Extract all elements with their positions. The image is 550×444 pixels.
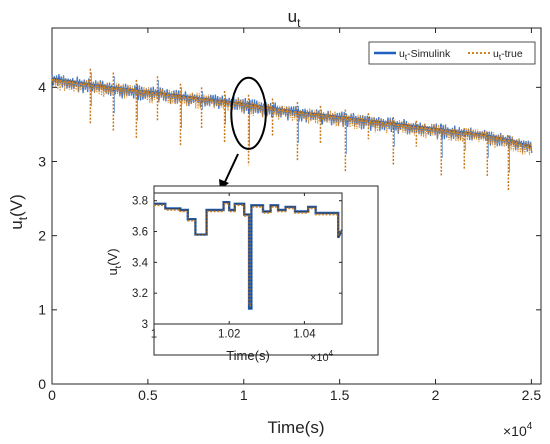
y-tick-label: 3: [142, 319, 148, 331]
main-y-ticks: 0 1 2 3 4: [38, 79, 541, 392]
legend: ut-Simulink ut-true: [368, 41, 536, 65]
x-tick-label: 2.5: [522, 387, 542, 403]
inset-x-multiplier: ×104: [310, 349, 334, 364]
y-tick-label: 3: [38, 153, 46, 169]
main-x-multiplier: ×104: [503, 421, 533, 439]
main-y-axis-label-subscript: t: [16, 216, 30, 220]
main-y-axis-label: ut(V): [7, 194, 30, 229]
chart-title-subscript: t: [297, 16, 301, 30]
y-tick-label: 3.6: [132, 227, 148, 239]
x-tick-label: 0: [48, 387, 56, 403]
inset-x-axis-label: Time(s): [226, 348, 270, 363]
legend-box: [368, 41, 536, 65]
inset-series-overlay: [154, 201, 343, 310]
y-tick-label: 0: [38, 376, 46, 392]
legend-label-true-subscript: t: [499, 53, 502, 62]
legend-label-true-suffix: -true: [501, 48, 523, 60]
x-tick-label: 1.02: [218, 329, 240, 341]
legend-label-true: ut-true: [493, 48, 523, 62]
zoom-region-ellipse: [230, 76, 267, 150]
series-trend-true: [51, 78, 532, 150]
y-tick-label: 3.4: [132, 257, 149, 269]
inset-y-axis-label-subscript: t: [113, 265, 123, 268]
y-tick-label: 1: [38, 302, 46, 318]
legend-label-simulink-suffix: -Simulink: [407, 48, 451, 60]
main-y-axis-label-unit: (V): [7, 194, 26, 217]
inset-y-axis-label: ut(V): [105, 248, 123, 275]
main-series: [51, 74, 533, 156]
y-tick-label: 3.8: [132, 196, 148, 208]
y-tick-label: 2: [38, 228, 46, 244]
legend-label-simulink: ut-Simulink: [399, 48, 451, 62]
y-tick-label: 3.2: [132, 288, 148, 300]
zoom-arrow: [223, 153, 239, 185]
x-tick-label: 0.5: [138, 387, 158, 403]
y-tick-label: 4: [38, 79, 46, 95]
main-x-multiplier-exponent: 4: [527, 421, 533, 432]
x-tick-label: 1.04: [293, 329, 316, 341]
chart-title: ut: [288, 7, 301, 30]
inset-y-ticks: 3 3.2 3.4 3.6 3.8: [132, 196, 342, 331]
inset-y-axis-label-unit: (V): [105, 248, 120, 265]
x-tick-label: 1: [151, 329, 157, 341]
main-x-ticks: 0 0.5 1 1.5 2 2.5: [48, 28, 541, 403]
inset-series: [154, 201, 344, 310]
x-tick-label: 1: [240, 387, 248, 403]
inset-x-multiplier-exponent: 4: [329, 349, 334, 358]
x-tick-label: 2: [432, 387, 440, 403]
inset-x-ticks: 1 1.02 1.04: [151, 193, 316, 341]
legend-label-simulink-subscript: t: [405, 53, 408, 62]
main-x-axis-label: Time(s): [268, 418, 325, 437]
x-tick-label: 1.5: [330, 387, 350, 403]
